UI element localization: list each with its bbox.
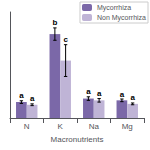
svg-text:K: K [58, 122, 64, 131]
svg-text:a: a [130, 93, 135, 102]
svg-text:Non Mycorrhiza: Non Mycorrhiza [97, 14, 146, 22]
svg-text:b: b [52, 18, 57, 27]
svg-text:Na: Na [89, 122, 100, 131]
svg-text:a: a [30, 94, 35, 103]
svg-text:Mycorrhiza: Mycorrhiza [97, 4, 131, 12]
svg-text:a: a [120, 90, 125, 99]
svg-text:a: a [97, 89, 102, 98]
svg-text:c: c [63, 35, 68, 44]
svg-text:a: a [86, 87, 91, 96]
svg-text:Mg: Mg [122, 122, 133, 131]
svg-text:Macronutrients: Macronutrients [51, 135, 104, 144]
svg-text:a: a [19, 91, 24, 100]
svg-text:N: N [24, 122, 30, 131]
